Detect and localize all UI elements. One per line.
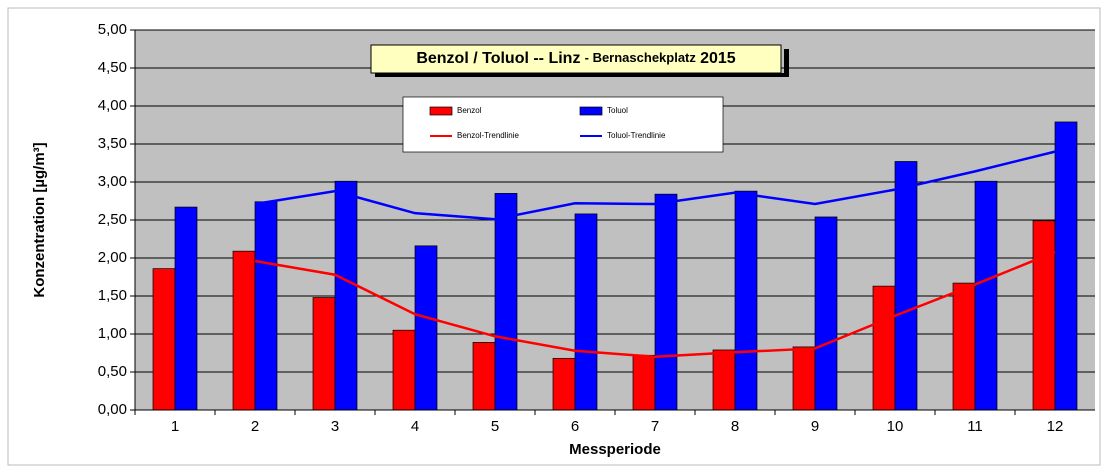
y-tick-label: 1,00: [98, 325, 127, 342]
title-part: 2015: [700, 50, 736, 67]
bar: [1054, 121, 1078, 411]
bar: [152, 268, 176, 411]
bar: [254, 201, 278, 411]
bar: [334, 180, 358, 411]
y-tick-label: 1,50: [98, 287, 127, 304]
y-tick-label: 0,00: [98, 401, 127, 418]
trend-line: [254, 150, 1056, 221]
x-tick-label: 12: [1047, 418, 1064, 435]
bar: [1032, 220, 1056, 411]
bar: [552, 357, 576, 411]
x-tick-label: 3: [331, 418, 339, 435]
y-tick-label: 4,50: [98, 59, 127, 76]
legend-label: Benzol-Trendlinie: [457, 131, 520, 140]
bar: [952, 282, 976, 411]
title-part: - Bernaschekplatz: [585, 50, 697, 65]
x-axis-label: Messperiode: [569, 441, 661, 458]
x-tick-label: 2: [251, 418, 259, 435]
bar: [814, 216, 838, 411]
x-tick-label: 7: [651, 418, 659, 435]
y-tick-label: 4,00: [98, 97, 127, 114]
title-box: [370, 44, 782, 74]
bar: [872, 285, 896, 411]
bar: [494, 193, 518, 411]
bar: [974, 180, 998, 411]
legend-label: Benzol: [457, 106, 482, 115]
title-part: Benzol / Toluol -- Linz: [416, 50, 580, 67]
x-tick-label: 1: [171, 418, 179, 435]
x-tick-label: 5: [491, 418, 499, 435]
y-tick-label: 2,50: [98, 211, 127, 228]
y-tick-label: 3,00: [98, 173, 127, 190]
x-tick-label: 8: [731, 418, 739, 435]
bar: [472, 342, 496, 411]
legend: [402, 96, 724, 153]
bar: [574, 213, 598, 411]
legend-label: Toluol: [607, 106, 628, 115]
bar: [712, 349, 736, 411]
bar: [632, 354, 656, 411]
legend-label: Toluol-Trendlinie: [607, 131, 666, 140]
y-tick-label: 2,00: [98, 249, 127, 266]
bar: [312, 297, 336, 411]
legend-swatch: [429, 106, 453, 116]
bar: [232, 250, 256, 411]
title-shadow: [784, 49, 789, 77]
y-axis-label: Konzentration [µg/m³]: [31, 142, 48, 297]
y-tick-label: 5,00: [98, 21, 127, 38]
bar: [792, 346, 816, 411]
legend-swatch: [579, 106, 603, 116]
bar: [894, 161, 918, 411]
x-tick-label: 9: [811, 418, 819, 435]
x-tick-label: 6: [571, 418, 579, 435]
y-tick-label: 3,50: [98, 135, 127, 152]
bar: [734, 190, 758, 411]
trend-line: [254, 250, 1056, 359]
chart-title: Benzol / Toluol -- Linz - Bernaschekplat…: [416, 50, 735, 67]
bar: [174, 206, 198, 411]
title-shadow: [375, 73, 789, 77]
y-tick-label: 0,50: [98, 363, 127, 380]
bar: [654, 193, 678, 411]
x-tick-label: 4: [411, 418, 419, 435]
x-tick-label: 10: [887, 418, 904, 435]
bar: [414, 245, 438, 411]
bar: [392, 329, 416, 411]
x-tick-label: 11: [967, 418, 983, 435]
